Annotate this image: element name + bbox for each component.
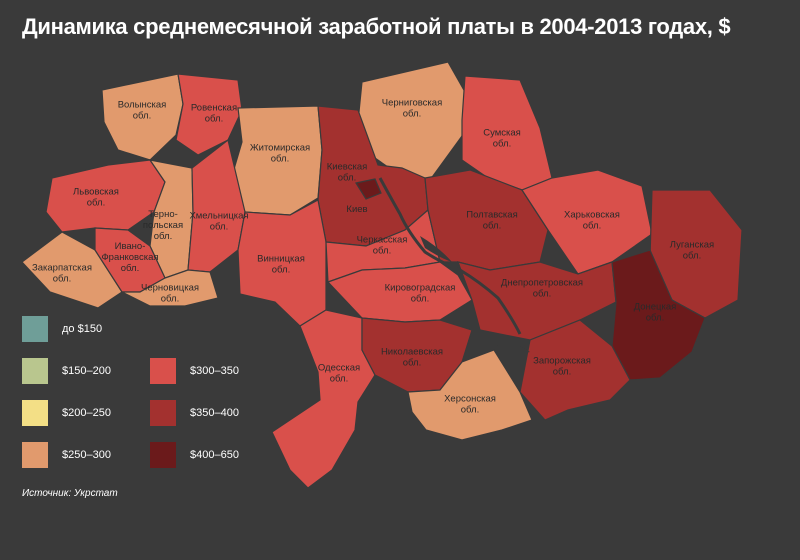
region-label-4: Сумская обл. <box>483 128 521 150</box>
legend-item-1: $150–200 <box>22 358 111 384</box>
region-7 <box>45 159 166 233</box>
region-label-7: Львовская обл. <box>73 187 119 209</box>
region-label-17: Черновицкая обл. <box>141 283 199 305</box>
legend-item-4: $300–350 <box>150 358 239 384</box>
region-label-16: Ивано-Франковская обл. <box>101 241 158 274</box>
reservoir-0 <box>420 236 452 262</box>
region-label-18: Кировоградская обл. <box>385 283 456 305</box>
legend-label: $300–350 <box>190 365 239 377</box>
legend-swatch <box>22 442 48 468</box>
map-title: Динамика среднемесячной заработной платы… <box>22 14 731 39</box>
region-21 <box>271 309 376 489</box>
region-label-10: Винницкая обл. <box>257 254 305 276</box>
river-dnipro <box>378 177 522 335</box>
legend-label: $400–650 <box>190 449 239 461</box>
region-label-15: Закарпатская обл. <box>32 263 92 285</box>
region-label-14: Луганская обл. <box>670 240 714 262</box>
region-label-24: Херсонская обл. <box>444 394 496 416</box>
region-label-20: Донецкая обл. <box>634 302 677 324</box>
source-note: Источник: Укрстат <box>22 488 118 499</box>
region-label-12: Полтавская обл. <box>466 210 517 232</box>
region-20 <box>611 249 706 381</box>
region-label-23: Запорожская обл. <box>533 356 591 378</box>
legend-swatch <box>150 358 176 384</box>
region-6 <box>355 178 382 200</box>
region-19 <box>457 261 617 341</box>
legend-label: до $150 <box>62 323 103 335</box>
region-label-2: Житомирская обл. <box>250 143 310 165</box>
region-label-0: Волынская обл. <box>118 100 167 122</box>
region-label-3: Черниговская обл. <box>382 98 442 120</box>
legend-swatch <box>150 442 176 468</box>
legend-item-6: $400–650 <box>150 442 239 468</box>
legend-item-0: до $150 <box>22 316 102 342</box>
legend-label: $350–400 <box>190 407 239 419</box>
legend-label: $150–200 <box>62 365 111 377</box>
region-label-19: Днепропетровская обл. <box>501 278 583 300</box>
region-label-5: Киевская обл. <box>327 162 368 184</box>
legend-item-2: $200–250 <box>22 400 111 426</box>
legend-item-5: $350–400 <box>150 400 239 426</box>
region-label-8: Терно-польская обл. <box>143 209 183 242</box>
region-label-22: Николаевская обл. <box>381 347 443 369</box>
region-label-13: Харьковская обл. <box>564 210 620 232</box>
legend-item-3: $250–300 <box>22 442 111 468</box>
region-label-6: Киев <box>346 204 367 215</box>
legend-swatch <box>22 316 48 342</box>
region-1 <box>175 73 243 156</box>
legend-label: $250–300 <box>62 449 111 461</box>
reservoir-1 <box>496 344 530 354</box>
legend-swatch <box>22 358 48 384</box>
legend-swatch <box>22 400 48 426</box>
region-24 <box>407 349 533 441</box>
region-label-9: Хмельницкая обл. <box>189 211 248 233</box>
region-label-11: Черкасская обл. <box>357 235 408 257</box>
region-label-21: Одесская обл. <box>318 363 360 385</box>
region-9 <box>187 138 246 273</box>
region-label-1: Ровенская обл. <box>191 103 237 125</box>
region-23 <box>519 319 631 421</box>
legend-swatch <box>150 400 176 426</box>
legend-label: $200–250 <box>62 407 111 419</box>
region-17 <box>121 269 219 307</box>
